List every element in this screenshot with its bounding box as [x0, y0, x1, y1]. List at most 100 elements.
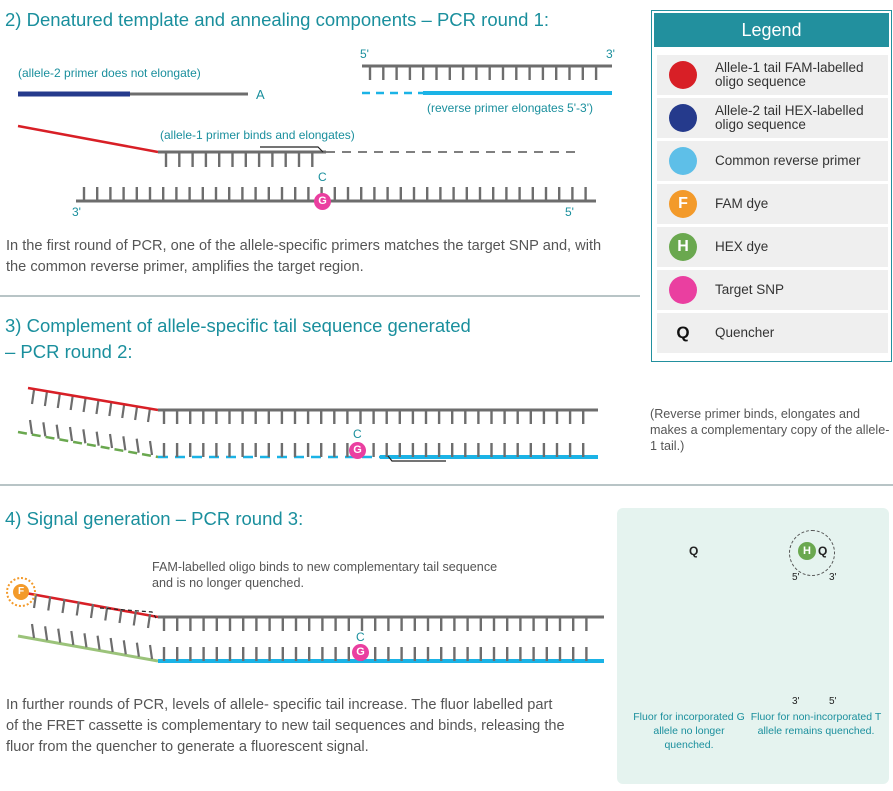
- round2-slant-bottom-tooth: [122, 436, 127, 451]
- round3-green-tail: [17, 634, 159, 663]
- fam-dye-letter: F: [17, 586, 25, 597]
- reverse-primer-note: (reverse primer elongates 5'-3'): [427, 101, 593, 115]
- round2-slant-bottom-tooth: [108, 433, 114, 449]
- fret-right-3-top: 3': [829, 572, 837, 583]
- round3-slant-bottom-tooth: [109, 637, 114, 653]
- round2-slant-top-tooth: [30, 389, 36, 405]
- round2-slant-top-tooth: [146, 407, 152, 423]
- fam-note: FAM-labelled oligo binds to new compleme…: [152, 560, 498, 590]
- section2-title: 2) Denatured template and annealing comp…: [5, 9, 550, 30]
- snp-base-top-2: C: [318, 170, 327, 184]
- legend-row: Q Quencher: [657, 313, 888, 353]
- legend-label: Quencher: [715, 325, 775, 340]
- legend-row: Allele-2 tail HEX-labelled oligo sequenc…: [657, 98, 888, 138]
- round2-slant-bottom-tooth: [95, 431, 100, 446]
- legend: Legend Allele-1 tail FAM-labelled oligo …: [651, 10, 892, 362]
- reverse-5-label: 5': [360, 47, 369, 61]
- round2-slant-bottom-tooth: [55, 424, 60, 439]
- round2-slant-bottom-tooth: [82, 429, 87, 444]
- round2-slant-top-tooth: [121, 403, 126, 419]
- section3-note: (Reverse primer binds, elongates and mak…: [650, 407, 890, 453]
- allele1-primer-tail: [17, 124, 159, 154]
- legend-label: FAM dye: [715, 196, 769, 211]
- round2-slant-bottom-tooth: [42, 422, 47, 437]
- round3-arrow: [99, 607, 157, 619]
- allele2-note: (allele-2 primer does not elongate): [18, 66, 201, 80]
- round3-slant-bottom-tooth: [70, 630, 75, 646]
- round3-slant-bottom-tooth: [83, 633, 88, 648]
- template-3-label: 3': [72, 205, 81, 219]
- template-5-label: 5': [565, 205, 574, 219]
- elongation-arrow: [260, 146, 324, 153]
- section3-title-line2: – PCR round 2:: [5, 341, 133, 362]
- round2-slant-top-tooth: [82, 397, 87, 413]
- legend-swatch: [669, 61, 697, 89]
- snp-base-top-3: C: [353, 427, 362, 441]
- section2-paragraph: In the first round of PCR, one of the al…: [6, 238, 602, 275]
- round2-slant-top-tooth: [134, 405, 139, 421]
- legend-label: Allele-1 tail FAM-labelled oligo sequenc…: [715, 60, 864, 89]
- legend-swatch: Q: [676, 323, 690, 342]
- fam-dye-dot: F: [13, 584, 29, 600]
- snp-dot-2: G: [314, 193, 331, 210]
- snp-dot-3: G: [349, 442, 366, 459]
- legend-row: Target SNP: [657, 270, 888, 310]
- legend-label: Common reverse primer: [715, 153, 861, 168]
- fret-left-quencher: Q: [689, 544, 699, 558]
- legend-swatch: [669, 276, 697, 304]
- round3-slant-top-tooth: [47, 596, 52, 611]
- snp-dot-4: G: [352, 644, 369, 661]
- fret-right-quencher: Q: [818, 544, 828, 558]
- legend-row: Allele-1 tail FAM-labelled oligo sequenc…: [657, 55, 888, 95]
- legend-title: Legend: [654, 13, 889, 47]
- section3-title-line1: 3) Complement of allele-specific tail se…: [5, 315, 471, 336]
- allele2-base: A: [256, 87, 265, 102]
- fam-dye-icon: F: [6, 577, 36, 607]
- divider-3-4: [0, 484, 893, 486]
- legend-row: F FAM dye: [657, 184, 888, 224]
- legend-label: Allele-2 tail HEX-labelled oligo sequenc…: [715, 103, 864, 132]
- allele1-note: (allele-1 primer binds and elongates): [160, 128, 355, 142]
- round3-slant-bottom-tooth: [96, 635, 101, 650]
- legend-swatch: F: [669, 190, 697, 218]
- fret-right-5-top: 5': [792, 572, 800, 583]
- fret-hex-dashed-ring: [789, 530, 835, 576]
- round3-slant-bottom-tooth: [122, 640, 127, 655]
- round2-green-tail: [17, 430, 159, 459]
- round3-slant-bottom-tooth: [148, 644, 154, 660]
- round3-slant-top-tooth: [89, 603, 95, 619]
- fret-right-3-bottom: 3': [792, 696, 800, 707]
- round2-slant-bottom-tooth: [148, 440, 154, 456]
- snp-base-bottom-2: G: [318, 195, 327, 207]
- round2-allele1-tail: [27, 386, 159, 412]
- section4-title: 4) Signal generation – PCR round 3:: [5, 508, 304, 529]
- round3-slant-top-tooth: [132, 611, 137, 626]
- round3-slant-bottom-tooth: [44, 626, 49, 641]
- round3-slant-top-tooth: [61, 598, 66, 614]
- fret-hex-letter: H: [803, 545, 811, 557]
- legend-label: Target SNP: [715, 282, 785, 297]
- divider-2-3: [0, 295, 640, 297]
- strand-layer: [17, 64, 827, 700]
- round2-slant-top-tooth: [69, 395, 74, 411]
- fret-left-caption: Fluor for incorporated G allele no longe…: [633, 711, 745, 751]
- round2-slant-bottom-tooth: [135, 438, 140, 453]
- fret-right-caption: Fluor for non-incorporated T allele rema…: [750, 711, 882, 737]
- snp-base-bottom-3: G: [353, 444, 362, 456]
- round2-slant-bottom-tooth: [68, 426, 74, 442]
- round3-slant-top-tooth: [146, 613, 152, 629]
- round3-fam-tail: [19, 590, 159, 619]
- snp-base-bottom-4: G: [356, 646, 365, 658]
- legend-row: H HEX dye: [657, 227, 888, 267]
- round2-arrow: [387, 455, 446, 462]
- round2-slant-top-tooth: [95, 399, 100, 415]
- legend-label: HEX dye: [715, 239, 769, 254]
- section4-paragraph: In further rounds of PCR, levels of alle…: [6, 697, 565, 755]
- round3-slant-top-tooth: [104, 606, 109, 621]
- round2-slant-top-tooth: [56, 393, 61, 409]
- round2-slant-top-tooth: [43, 391, 48, 407]
- fret-cassette-panel: [617, 508, 889, 784]
- round3-slant-top-tooth: [75, 601, 80, 616]
- round2-slant-bottom-tooth: [28, 419, 34, 435]
